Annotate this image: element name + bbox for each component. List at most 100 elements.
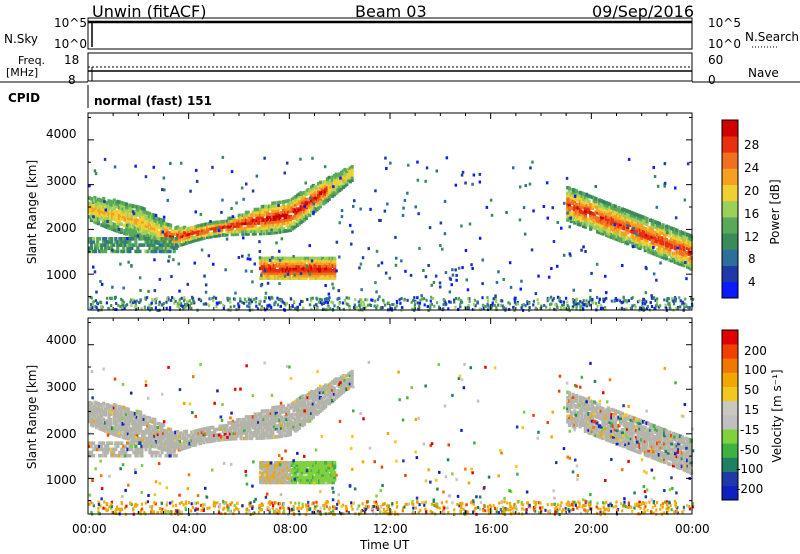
echo-cell (126, 213, 130, 218)
noise-cell (683, 198, 687, 202)
echo-cell (302, 217, 307, 222)
near-range-cell (536, 298, 539, 302)
echo-cell (294, 405, 298, 409)
echo-cell (156, 222, 160, 227)
near-range-cell (228, 297, 231, 301)
echo-cell (168, 450, 172, 455)
echo-cell (260, 213, 264, 217)
echo-cell (246, 213, 250, 217)
near-range-cell (482, 306, 485, 310)
echo-cell (596, 205, 600, 210)
noise-cell (443, 199, 447, 203)
echo-cell (188, 226, 192, 231)
echo-cell (585, 220, 589, 224)
echo-cell (288, 220, 292, 224)
echo-cell (204, 426, 208, 431)
echo-cell (315, 404, 319, 408)
echo-cell (302, 406, 307, 410)
echo-cell (183, 231, 187, 235)
echo-cell (140, 225, 145, 230)
echo-cell (308, 396, 312, 401)
echo-cell (95, 210, 99, 214)
near-range-cell (283, 301, 286, 305)
echo-cell (264, 223, 268, 228)
echo-cell (151, 420, 155, 424)
echo-cell (93, 400, 97, 405)
echo-cell (144, 218, 148, 223)
echo-cell (678, 246, 683, 250)
echo-cell (299, 220, 303, 225)
near-range-cell (92, 300, 95, 304)
noise-cell (293, 273, 296, 277)
echo-cell (580, 221, 584, 225)
echo-cell (209, 232, 213, 236)
echo-cell (95, 204, 99, 209)
echo-cell (578, 223, 582, 227)
echo-cell (128, 418, 132, 423)
echo-cell (130, 419, 134, 423)
echo-cell (682, 231, 686, 236)
echo-cell (317, 386, 321, 391)
echo-cell (190, 239, 194, 244)
echo-cell (130, 217, 134, 221)
echo-cell (253, 229, 257, 233)
noise-cell (464, 249, 468, 252)
echo-cell (199, 226, 203, 230)
echo-cell (306, 188, 310, 192)
near-range-cell (448, 300, 451, 304)
echo-cell (234, 420, 238, 425)
noise-cell (179, 161, 183, 165)
echo-cell (139, 421, 143, 425)
near-range-cell (598, 298, 601, 301)
echo-cell (329, 392, 333, 396)
echo-cell (271, 209, 275, 214)
near-range-cell (413, 303, 416, 307)
echo-cell (280, 205, 284, 210)
echo-cell (274, 217, 278, 221)
echo-cell (299, 414, 303, 418)
echo-cell (243, 423, 247, 427)
near-range-cell (177, 303, 181, 307)
echo-cell (216, 435, 220, 440)
echo-cell (146, 224, 150, 229)
noise-cell (241, 254, 244, 258)
echo-cell (262, 231, 266, 236)
echo-cell (260, 409, 264, 413)
echo-cell (313, 201, 317, 205)
near-range-cell (166, 297, 169, 301)
echo-cell (610, 205, 614, 210)
echo-cell (160, 237, 164, 241)
echo-cell (299, 419, 303, 424)
echo-cell (684, 251, 688, 255)
near-range-cell (215, 305, 218, 308)
echo-cell (236, 423, 240, 427)
echo-cell (634, 239, 639, 244)
near-range-cell (276, 296, 279, 300)
echo-cell (124, 240, 128, 244)
echo-cell (98, 424, 102, 428)
echo-cell (179, 235, 183, 239)
echo-cell (295, 209, 300, 214)
near-range-cell (176, 304, 179, 308)
echo-cell (92, 249, 96, 254)
echo-cell (643, 245, 647, 250)
echo-cell (304, 404, 308, 409)
echo-cell (304, 465, 308, 470)
echo-cell (116, 246, 120, 250)
echo-cell (262, 409, 266, 413)
near-range-cell (130, 298, 133, 302)
echo-cell (204, 432, 208, 436)
echo-cell (311, 393, 315, 398)
echo-cell (268, 264, 272, 268)
echo-cell (317, 389, 321, 393)
echo-cell (680, 257, 684, 262)
echo-cell (301, 399, 305, 404)
echo-cell (310, 395, 314, 399)
echo-cell (130, 204, 134, 208)
echo-cell (151, 433, 155, 438)
echo-cell (188, 441, 192, 446)
echo-cell (297, 421, 301, 425)
echo-cell (643, 232, 647, 236)
echo-cell (125, 207, 129, 212)
echo-cell (654, 252, 658, 257)
